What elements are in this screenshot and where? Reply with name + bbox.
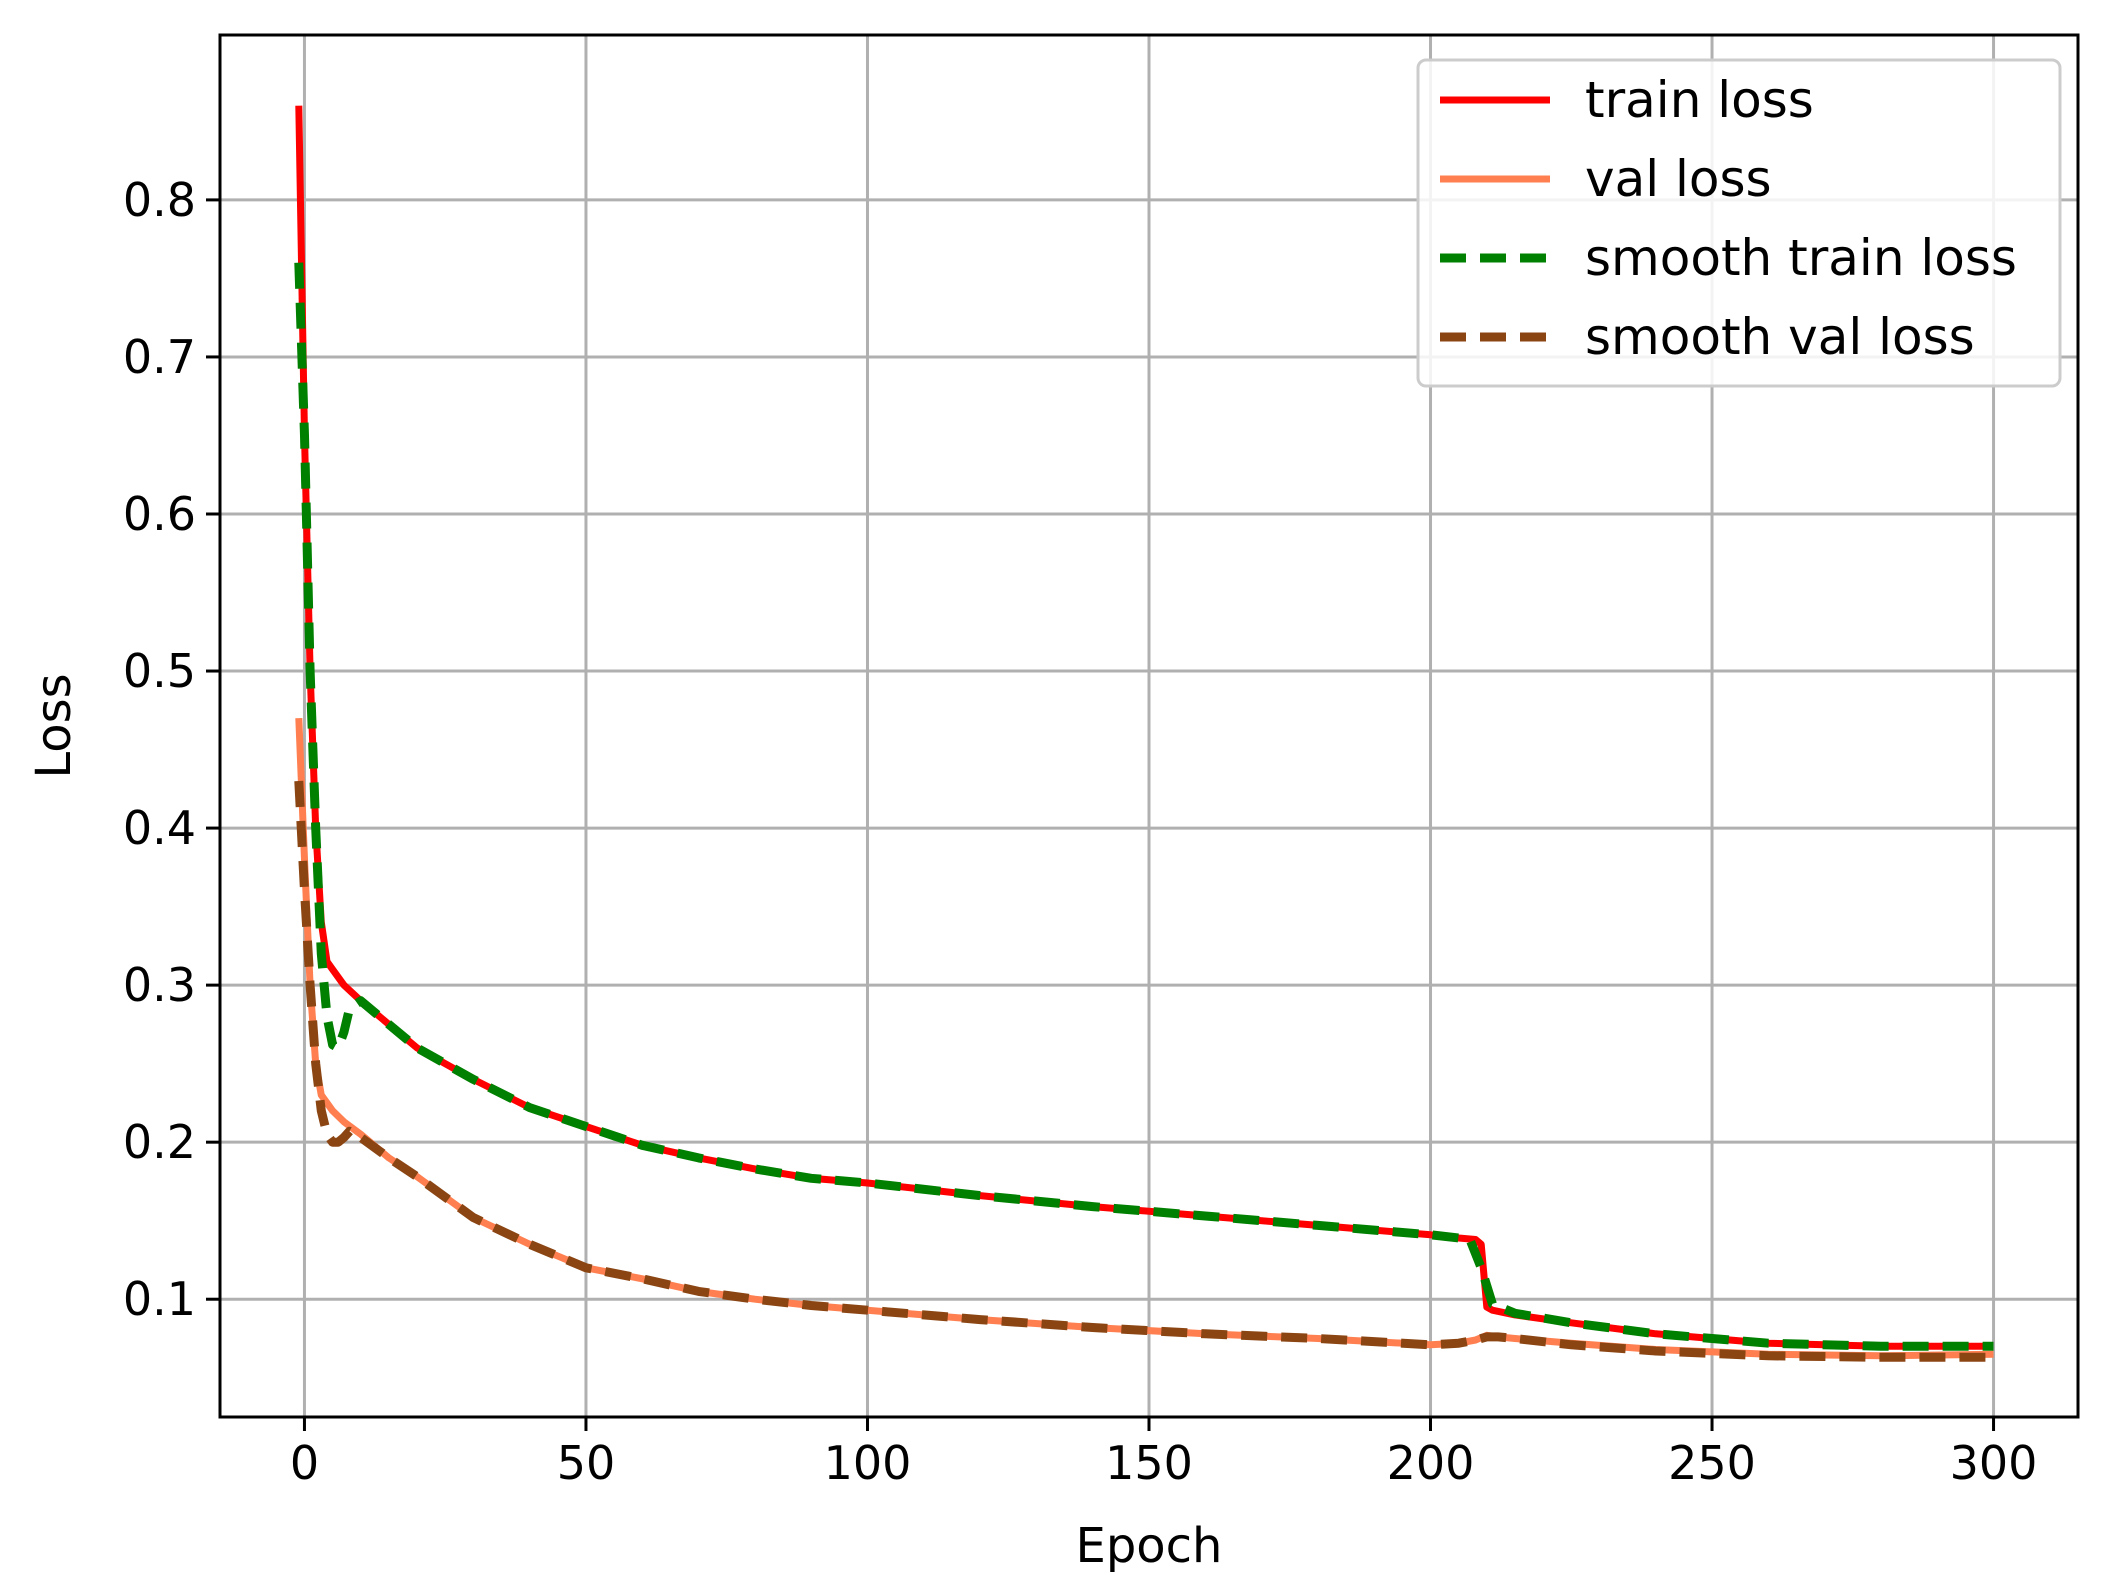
legend: train loss val loss smooth train loss smoot… — [1416, 58, 2062, 388]
x-tick-label: 100 — [824, 1436, 912, 1490]
y-axis: 0.1 0.2 0.3 0.4 0.5 0.6 0.7 0.8 — [123, 173, 220, 1326]
x-tick-label: 200 — [1387, 1436, 1475, 1490]
y-axis-label: Loss — [26, 673, 82, 778]
x-axis: 0 50 100 150 200 250 300 — [290, 1417, 2038, 1490]
legend-label-val-loss: val loss — [1585, 150, 1772, 208]
y-tick-label: 0.2 — [123, 1115, 196, 1169]
grid — [220, 35, 2078, 1417]
x-tick-label: 0 — [290, 1436, 319, 1490]
x-tick-label: 50 — [557, 1436, 616, 1490]
series-line-smooth-val-loss — [294, 780, 1994, 1362]
y-tick-label: 0.7 — [123, 330, 196, 384]
x-tick-label: 150 — [1105, 1436, 1193, 1490]
series-layer — [294, 105, 1994, 1362]
legend-label-smooth-train-loss: smooth train loss — [1585, 229, 2017, 287]
x-tick-label: 300 — [1950, 1436, 2038, 1490]
y-tick-label: 0.8 — [123, 173, 196, 227]
y-tick-label: 0.4 — [123, 801, 196, 855]
y-tick-label: 0.3 — [123, 958, 196, 1012]
legend-label-smooth-val-loss: smooth val loss — [1585, 308, 1975, 366]
legend-box — [1416, 58, 2062, 388]
x-tick-label: 250 — [1668, 1436, 1756, 1490]
y-tick-label: 0.6 — [123, 487, 196, 541]
x-axis-label: Epoch — [1076, 1518, 1223, 1574]
y-tick-label: 0.5 — [123, 644, 196, 698]
legend-label-train-loss: train loss — [1585, 71, 1814, 129]
y-tick-label: 0.1 — [123, 1272, 196, 1326]
series-line-smooth-train-loss — [294, 262, 1994, 1351]
